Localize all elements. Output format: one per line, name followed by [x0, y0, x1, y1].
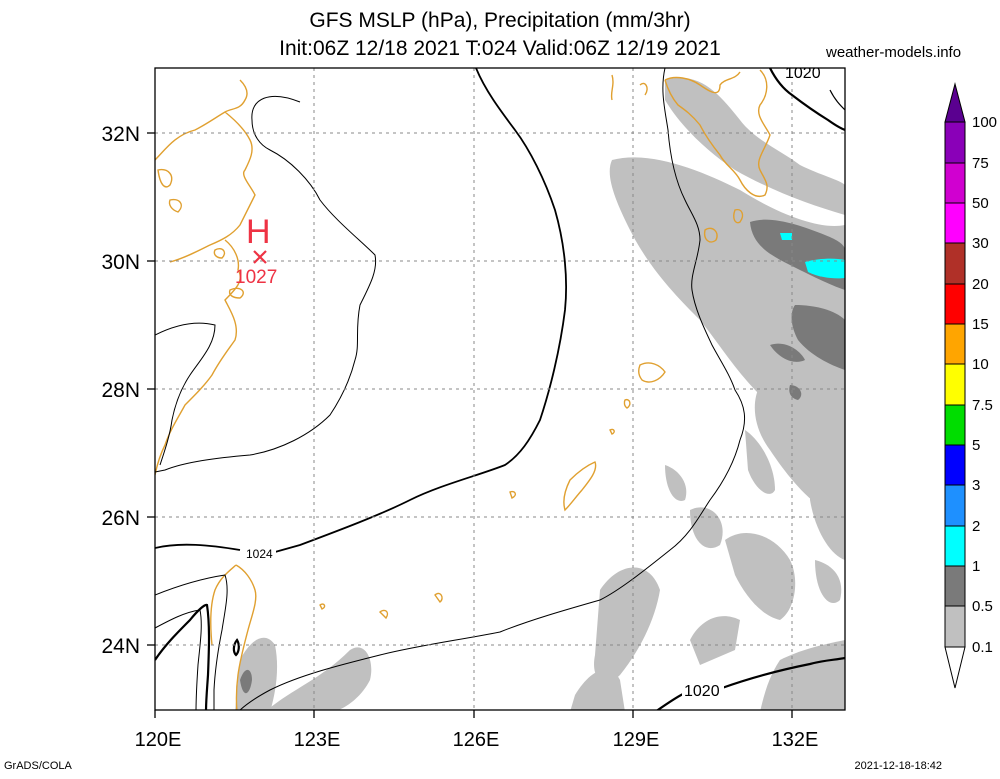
lon-label-126e: 126E [453, 729, 500, 751]
chart-subtitle: Init:06Z 12/18 2021 T:024 Valid:06Z 12/1… [279, 37, 721, 60]
colorbar-label: 75 [972, 155, 989, 172]
colorbar-label: 3 [972, 477, 980, 494]
colorbar-swatch-01-05 [944, 605, 966, 648]
colorbar-swatch-7-10 [944, 363, 966, 406]
colorbar-label: 20 [972, 276, 989, 293]
colorbar-label: 0.5 [972, 598, 993, 615]
isobar-label-1020-south: 1020 [684, 683, 720, 700]
lat-label-32n: 32N [101, 123, 140, 146]
colorbar-swatch-10-15 [944, 323, 966, 365]
colorbar-label: 10 [972, 356, 989, 373]
lon-label-132e: 132E [772, 729, 819, 751]
high-center-marker-icon [253, 250, 267, 264]
colorbar-label: 7.5 [972, 397, 993, 414]
colorbar-label: 2 [972, 518, 980, 535]
colorbar-label: 100 [972, 114, 997, 131]
colorbar-label: 0.1 [972, 639, 993, 656]
colorbar-label: 30 [972, 235, 989, 252]
lat-label-28n: 28N [101, 379, 140, 402]
precip-colorbar [944, 82, 966, 689]
source-credit: weather-models.info [826, 44, 962, 61]
colorbar-top-arrow [944, 82, 966, 123]
colorbar-swatch-1-2 [944, 525, 966, 567]
lat-label-30n: 30N [101, 251, 140, 274]
colorbar-swatch-15-20 [944, 283, 966, 325]
colorbar-label: 1 [972, 558, 980, 575]
colorbar-swatch-75-100 [944, 121, 966, 164]
isobar-label-1024: 1024 [246, 547, 273, 561]
chart-title: GFS MSLP (hPa), Precipitation (mm/3hr) [309, 9, 691, 32]
colorbar-label: 15 [972, 316, 989, 333]
colorbar-label: 5 [972, 437, 980, 454]
colorbar-swatch-2-3 [944, 484, 966, 527]
footer-timestamp: 2021-12-18-18:42 [854, 760, 942, 772]
colorbar-swatch-50-75 [944, 162, 966, 204]
isobar-label-1020-north: 1020 [785, 65, 821, 82]
colorbar-swatch-05-1 [944, 565, 966, 607]
lat-label-26n: 26N [101, 507, 140, 530]
colorbar-label: 50 [972, 195, 989, 212]
colorbar-bottom-arrow [944, 646, 966, 689]
colorbar-labels: 100 75 50 30 20 15 10 7.5 5 3 2 1 0.5 0.… [972, 114, 997, 656]
colorbar-swatch-5-7 [944, 404, 966, 446]
colorbar-swatch-20-30 [944, 242, 966, 285]
high-pressure-value: 1027 [235, 267, 277, 288]
lat-label-24n: 24N [101, 635, 140, 658]
coastlines [155, 69, 771, 710]
high-pressure-symbol: H [246, 213, 271, 251]
precip-cyan-areas [780, 233, 845, 279]
lon-label-129e: 129E [613, 729, 660, 751]
isobars [155, 68, 845, 710]
precip-light-areas [235, 77, 845, 710]
map-plot-area: 1024 1020 1020 H 1027 [155, 65, 845, 710]
grid-lines [155, 68, 845, 710]
lon-label-120e: 120E [135, 729, 182, 751]
axis-ticks [147, 132, 793, 718]
colorbar-swatch-30-50 [944, 202, 966, 244]
lon-label-123e: 123E [294, 729, 341, 751]
footer-software-credit: GrADS/COLA [4, 760, 72, 772]
colorbar-swatch-3-5 [944, 444, 966, 486]
